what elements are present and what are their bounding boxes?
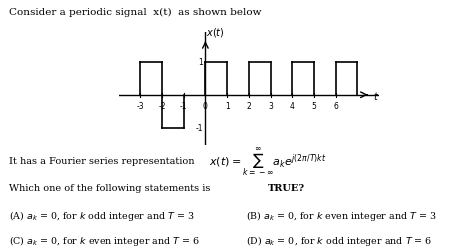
Text: -3: -3 <box>137 101 144 110</box>
Text: 1: 1 <box>198 58 203 67</box>
Text: (B) $a_k$ = 0, for $k$ even integer and $T$ = 3: (B) $a_k$ = 0, for $k$ even integer and … <box>246 208 437 222</box>
Text: -1: -1 <box>195 124 203 133</box>
Text: It has a Fourier series representation: It has a Fourier series representation <box>9 157 201 166</box>
Text: (A) $a_k$ = 0, for $k$ odd integer and $T$ = 3: (A) $a_k$ = 0, for $k$ odd integer and $… <box>9 208 195 222</box>
Text: Which one of the following statements is: Which one of the following statements is <box>9 183 214 192</box>
Text: (D) $a_k$ = 0, for $k$ odd integer and $T$ = 6: (D) $a_k$ = 0, for $k$ odd integer and $… <box>246 233 433 247</box>
Text: $t$: $t$ <box>373 90 379 101</box>
Text: 0: 0 <box>203 101 208 110</box>
Text: -2: -2 <box>158 101 166 110</box>
Text: 2: 2 <box>246 101 251 110</box>
Text: 5: 5 <box>311 101 317 110</box>
Text: 3: 3 <box>268 101 273 110</box>
Text: TRUE?: TRUE? <box>268 183 305 192</box>
Text: $x(t)$: $x(t)$ <box>207 26 225 39</box>
Text: 4: 4 <box>290 101 295 110</box>
Text: $x(t) = \sum_{k=-\infty}^{\infty} a_k e^{j(2\pi/T)kt}$: $x(t) = \sum_{k=-\infty}^{\infty} a_k e^… <box>209 145 326 178</box>
Text: (C) $a_k$ = 0, for $k$ even integer and $T$ = 6: (C) $a_k$ = 0, for $k$ even integer and … <box>9 233 201 247</box>
Text: 6: 6 <box>333 101 338 110</box>
Text: 1: 1 <box>225 101 229 110</box>
Text: Consider a periodic signal  x(t)  as shown below: Consider a periodic signal x(t) as shown… <box>9 8 262 16</box>
Text: -1: -1 <box>180 101 187 110</box>
